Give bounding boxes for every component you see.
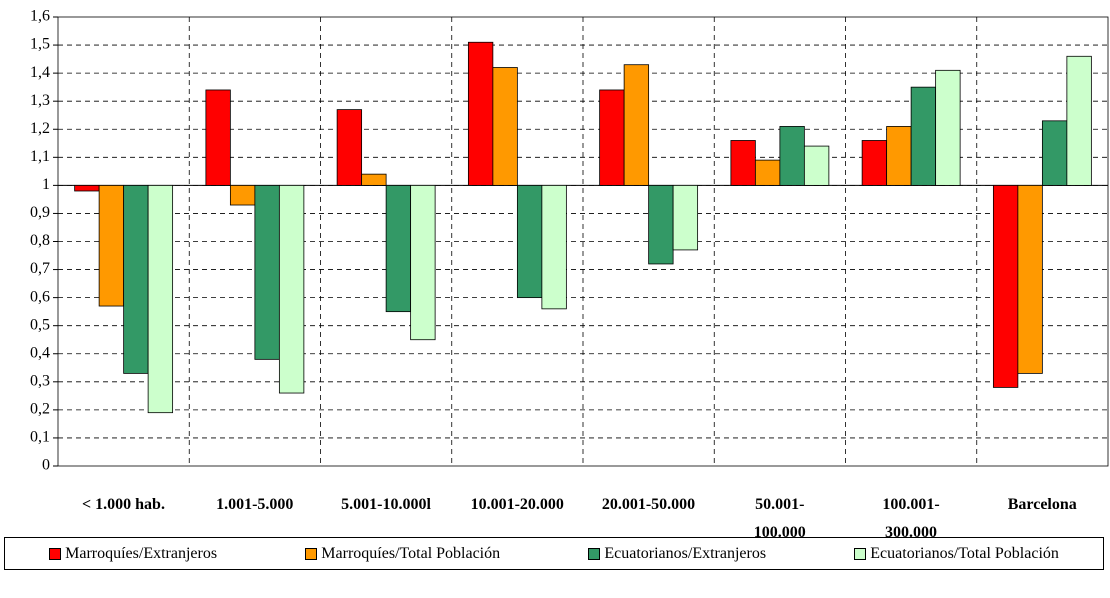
y-tick-label: 0,1	[30, 429, 50, 446]
legend-swatch	[588, 547, 601, 560]
bar	[467, 41, 494, 186]
x-tick-label: 50.001- 100.000	[753, 496, 806, 541]
bar	[754, 159, 781, 186]
bar	[74, 184, 100, 192]
legend-label: Marroquíes/Total Población	[321, 544, 501, 562]
bar	[516, 184, 543, 299]
bar	[278, 184, 305, 394]
bar	[730, 140, 756, 186]
legend: Marroquíes/Extranjeros Marroquíes/Total P…	[4, 537, 1104, 570]
bar	[336, 109, 363, 186]
bar	[672, 184, 699, 251]
y-tick-label: 0,4	[30, 344, 50, 361]
bar	[147, 184, 174, 414]
bar	[861, 140, 888, 186]
legend-label: Ecuatorianos/Extranjeros	[604, 544, 767, 562]
bar	[910, 86, 937, 186]
bar	[254, 184, 280, 360]
legend-item: Ecuatorianos/Total Población	[854, 545, 1059, 563]
y-tick-label: 0,9	[30, 204, 50, 221]
bar	[992, 184, 1019, 388]
bar	[1017, 184, 1043, 374]
y-tick-label: 0,6	[30, 288, 50, 305]
bar	[1066, 55, 1092, 186]
bar	[492, 67, 518, 186]
x-tick-label: 100.001- 300.000	[882, 496, 940, 541]
y-tick-label: 1,3	[30, 92, 50, 109]
legend-item: Marroquíes/Extranjeros	[49, 545, 217, 563]
y-tick-label: 0,8	[30, 232, 50, 249]
bar	[599, 89, 625, 186]
y-tick-label: 0,2	[30, 401, 50, 418]
bar	[385, 184, 412, 313]
legend-item: Ecuatorianos/Extranjeros	[588, 545, 766, 563]
bar	[779, 126, 805, 186]
bar	[623, 64, 650, 186]
y-tick-label: 1,5	[30, 36, 50, 53]
plot-border	[57, 16, 1109, 467]
x-tick-label: 10.001-20.000	[470, 496, 564, 513]
bar	[886, 126, 912, 186]
y-tick-label: 1,6	[30, 8, 50, 25]
legend-swatch	[305, 547, 318, 560]
bar	[541, 184, 567, 310]
bar	[205, 89, 231, 186]
bar	[410, 184, 436, 341]
legend-swatch	[854, 547, 867, 560]
x-tick-label: Barcelona	[1007, 496, 1077, 513]
bar	[98, 184, 125, 307]
y-tick-label: 1,1	[30, 148, 50, 165]
y-tick-label: 0,3	[30, 372, 50, 389]
x-tick-label: 5.001-10.000l	[341, 496, 431, 513]
bar	[361, 173, 387, 186]
legend-swatch	[49, 547, 62, 560]
x-tick-label: < 1.000 hab.	[82, 496, 165, 513]
y-tick-label: 0	[42, 457, 50, 474]
y-tick-label: 1,2	[30, 120, 50, 137]
y-tick-label: 0,7	[30, 260, 50, 277]
bar	[648, 184, 674, 265]
x-tick-label: 20.001-50.000	[601, 496, 696, 513]
y-tick-label: 1	[42, 176, 50, 193]
bar	[803, 145, 830, 186]
y-tick-label: 1,4	[30, 64, 50, 81]
legend-item: Marroquíes/Total Población	[305, 545, 500, 563]
x-tick-label: 1.001-5.000	[216, 496, 294, 513]
bar	[123, 184, 149, 374]
bar	[1041, 120, 1068, 186]
legend-label: Marroquíes/Extranjeros	[65, 544, 218, 562]
bar	[935, 69, 961, 186]
y-tick-label: 0,5	[30, 316, 50, 333]
legend-label: Ecuatorianos/Total Población	[870, 544, 1059, 562]
bar	[229, 184, 256, 206]
